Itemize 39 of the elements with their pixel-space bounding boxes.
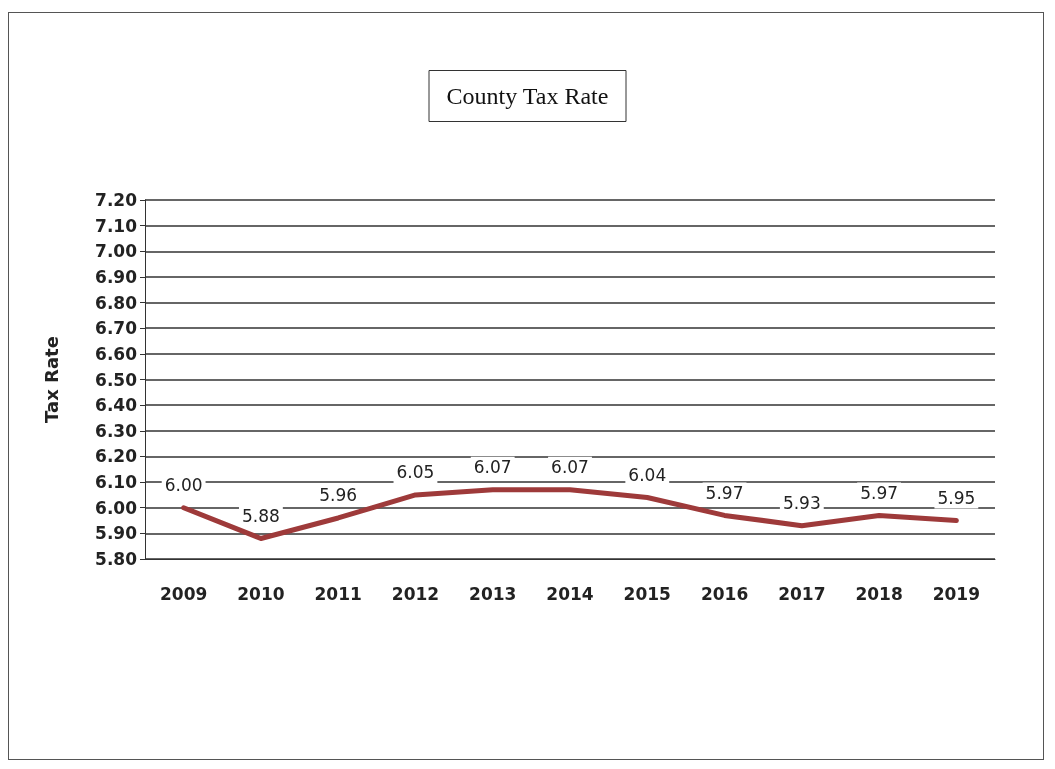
y-tick-label: 6.20	[95, 446, 138, 467]
data-label: 5.88	[241, 505, 280, 526]
x-tick-label: 2010	[237, 583, 285, 604]
x-tick-label: 2012	[391, 583, 440, 604]
data-label: 5.97	[705, 482, 744, 503]
x-tick-label: 2016	[700, 583, 749, 604]
y-tick-label: 6.90	[95, 266, 138, 287]
data-label: 5.96	[319, 485, 358, 506]
x-tick-label: 2011	[314, 583, 362, 604]
x-tick-label: 2009	[159, 583, 208, 604]
data-label: 6.04	[628, 464, 667, 485]
y-tick-label: 6.50	[95, 369, 138, 390]
data-label: 6.07	[473, 457, 512, 478]
y-tick-label: 7.00	[95, 241, 138, 262]
data-label: 6.07	[551, 457, 589, 478]
y-tick-label: 7.20	[95, 190, 138, 210]
data-label: 5.95	[937, 488, 976, 509]
y-tick-label: 6.70	[95, 318, 138, 339]
y-tick-label: 5.80	[95, 549, 138, 569]
y-tick-label: 6.40	[95, 395, 138, 416]
data-label: 6.00	[164, 475, 203, 496]
y-tick-label: 5.90	[95, 523, 138, 544]
y-tick-label: 6.00	[95, 497, 138, 518]
y-tick-label: 6.30	[95, 420, 138, 441]
chart-title: County Tax Rate	[446, 83, 609, 109]
x-tick-label: 2019	[932, 583, 981, 604]
x-tick-label: 2018	[855, 583, 903, 604]
y-tick-label: 6.60	[95, 343, 138, 364]
x-tick-label: 2015	[623, 583, 671, 604]
x-tick-label: 2014	[546, 583, 594, 604]
x-tick-label: 2017	[778, 583, 826, 604]
x-tick-label: 2013	[469, 583, 517, 604]
y-axis-title: Tax Rate	[40, 336, 62, 423]
data-label: 6.05	[396, 462, 435, 483]
y-tick-label: 6.80	[95, 292, 138, 313]
data-label: 5.93	[782, 493, 821, 514]
y-tick-label: 7.10	[95, 215, 138, 236]
y-tick-label: 6.10	[95, 472, 138, 493]
data-label: 5.97	[860, 482, 899, 503]
